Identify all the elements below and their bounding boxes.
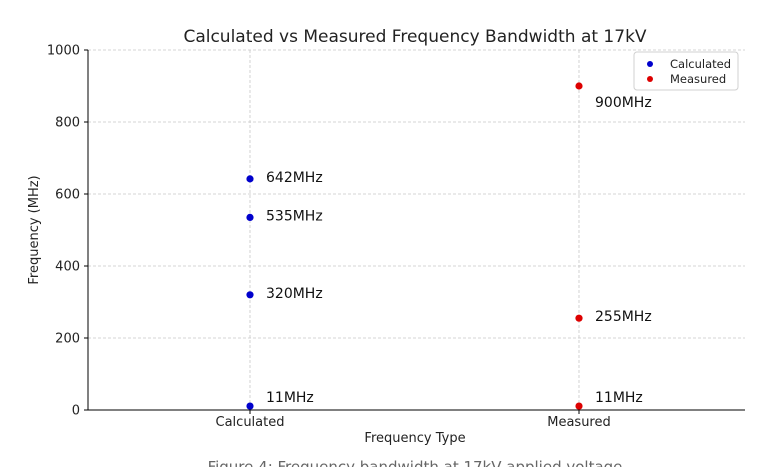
y-tick-label: 600 xyxy=(55,188,80,203)
y-tick-label: 0 xyxy=(72,404,80,419)
data-point xyxy=(575,314,583,322)
y-tick-label: 400 xyxy=(55,260,80,275)
y-tick-label: 1000 xyxy=(47,44,80,59)
legend-label: Measured xyxy=(670,72,726,86)
x-tick-label: Measured xyxy=(547,415,611,430)
data-label: 255MHz xyxy=(595,309,652,325)
data-label: 900MHz xyxy=(595,95,652,111)
data-point xyxy=(246,175,254,183)
y-axis-label: Frequency (MHz) xyxy=(27,175,42,284)
data-label: 642MHz xyxy=(266,170,323,186)
data-label: 11MHz xyxy=(266,390,314,406)
x-axis-label: Frequency Type xyxy=(364,431,465,446)
legend-marker xyxy=(647,76,653,82)
legend-box xyxy=(633,51,739,91)
data-point xyxy=(246,402,254,410)
data-point xyxy=(575,402,583,410)
data-label: 320MHz xyxy=(266,286,323,302)
chart-title: Calculated vs Measured Frequency Bandwid… xyxy=(183,27,646,47)
figure-caption: Figure 4: Frequency bandwidth at 17kV ap… xyxy=(208,458,623,467)
y-tick-label: 800 xyxy=(55,116,80,131)
data-label: 11MHz xyxy=(595,390,643,406)
data-label: 535MHz xyxy=(266,208,323,224)
data-points: 11MHz 320MHz 535MHz 642MHz 11MHz 255MHz 900MHz xyxy=(246,82,652,410)
legend-marker xyxy=(647,61,653,67)
data-point xyxy=(575,82,583,90)
legend-label: Calculated xyxy=(670,57,731,71)
data-point xyxy=(246,213,254,221)
x-tick-label: Calculated xyxy=(216,415,285,430)
data-point xyxy=(246,291,254,299)
y-tick-label: 200 xyxy=(55,332,80,347)
